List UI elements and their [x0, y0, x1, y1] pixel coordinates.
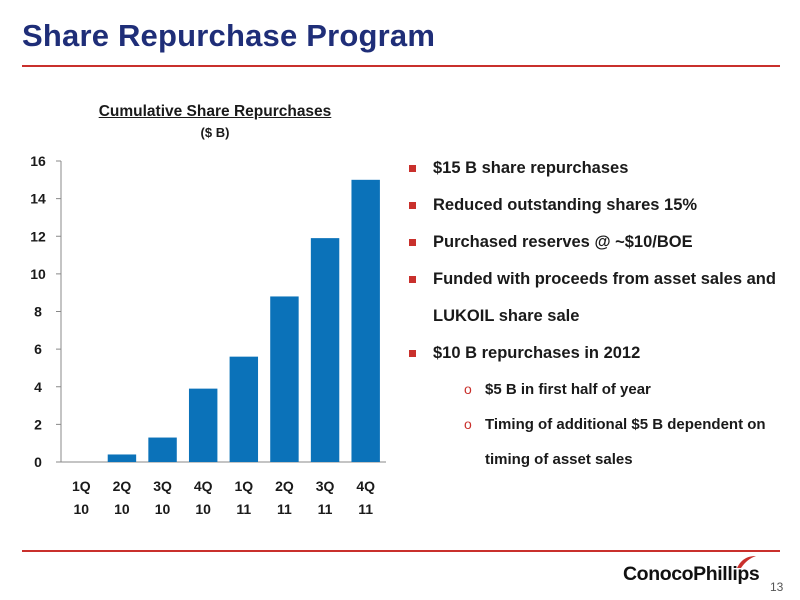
bar: [229, 356, 259, 462]
circle-bullet-icon: o: [464, 416, 472, 432]
company-logo: ConocoPhillips: [623, 556, 760, 586]
y-tick-label: 14: [30, 191, 46, 207]
page-number: 13: [770, 580, 784, 594]
x-tick-label: 1Q: [234, 478, 253, 494]
y-tick-label: 8: [34, 304, 42, 320]
x-tick-label: 11: [358, 501, 373, 517]
x-tick-label: 10: [155, 501, 171, 517]
x-tick-label: 1Q: [72, 478, 91, 494]
x-tick-label: 11: [236, 501, 251, 517]
x-tick-label: 3Q: [153, 478, 172, 494]
bullet-text: Purchased reserves @ ~$10/BOE: [433, 233, 693, 251]
bullet-list: $15 B share repurchases Reduced outstand…: [408, 150, 783, 477]
bullet-item: Purchased reserves @ ~$10/BOE: [408, 224, 783, 261]
bar: [188, 388, 218, 462]
y-tick-label: 16: [30, 153, 46, 169]
x-tick-label: 10: [195, 501, 211, 517]
y-tick-label: 10: [30, 266, 46, 282]
sub-bullet-item: o Timing of additional $5 B dependent on…: [463, 407, 783, 477]
square-bullet-icon: [409, 350, 416, 357]
x-tick-label: 11: [277, 501, 292, 517]
footer-divider: [22, 550, 780, 552]
square-bullet-icon: [409, 165, 416, 172]
bullet-text: $10 B repurchases in 2012: [433, 344, 641, 362]
x-tick-label: 2Q: [275, 478, 294, 494]
bar: [107, 454, 137, 462]
sub-bullet-item: o $5 B in first half of year: [463, 372, 783, 407]
x-tick-label: 2Q: [113, 478, 132, 494]
square-bullet-icon: [409, 202, 416, 209]
bar: [148, 437, 177, 462]
x-tick-label: 4Q: [356, 478, 375, 494]
slide-title: Share Repurchase Program: [22, 18, 436, 53]
bullet-item: Funded with proceeds from asset sales an…: [408, 261, 783, 335]
y-tick-label: 6: [34, 341, 42, 357]
x-tick-label: 10: [114, 501, 130, 517]
chart-unit-label: ($ B): [200, 125, 230, 140]
bar: [351, 179, 380, 462]
x-tick-label: 10: [74, 501, 90, 517]
circle-bullet-icon: o: [464, 381, 472, 397]
y-tick-label: 2: [34, 416, 42, 432]
bar: [310, 238, 340, 462]
bullet-text: $15 B share repurchases: [433, 159, 629, 177]
bullet-text: Reduced outstanding shares 15%: [433, 196, 698, 214]
sub-bullet-list: o $5 B in first half of year o Timing of…: [433, 372, 783, 477]
sub-bullet-text: Timing of additional $5 B dependent on t…: [485, 416, 766, 468]
bullet-item: $10 B repurchases in 2012 o $5 B in firs…: [408, 335, 783, 477]
x-tick-label: 3Q: [316, 478, 335, 494]
chart-title: Cumulative Share Repurchases: [98, 103, 332, 120]
x-tick-label: 4Q: [194, 478, 213, 494]
title-divider: [22, 65, 780, 67]
bullet-item: Reduced outstanding shares 15%: [408, 187, 783, 224]
square-bullet-icon: [409, 239, 416, 246]
logo-wordmark: ConocoPhillips: [623, 563, 760, 585]
x-tick-label: 11: [318, 501, 333, 517]
bullet-text: Funded with proceeds from asset sales an…: [433, 270, 776, 325]
bar: [270, 296, 299, 462]
y-tick-label: 12: [30, 228, 46, 244]
y-tick-label: 0: [34, 454, 42, 470]
bullet-item: $15 B share repurchases: [408, 150, 783, 187]
logo-swoosh-icon: [737, 556, 756, 568]
square-bullet-icon: [409, 276, 416, 283]
y-tick-label: 4: [34, 379, 42, 395]
sub-bullet-text: $5 B in first half of year: [485, 381, 651, 398]
